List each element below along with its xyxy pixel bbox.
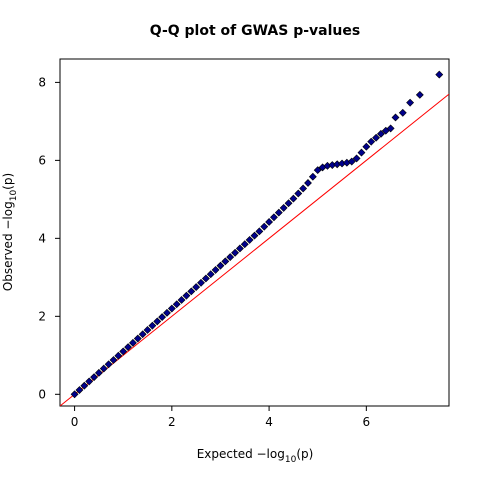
- data-point: [362, 142, 371, 151]
- data-point: [284, 199, 293, 208]
- chart-title: Q-Q plot of GWAS p-values: [150, 23, 360, 39]
- data-point: [216, 261, 225, 270]
- data-point: [308, 172, 317, 181]
- data-point: [197, 278, 205, 287]
- data-point: [129, 338, 137, 347]
- data-point: [221, 257, 230, 266]
- x-tick-label: 2: [168, 415, 176, 429]
- data-point: [279, 204, 288, 212]
- data-point: [304, 179, 312, 187]
- data-point: [201, 274, 210, 283]
- data-point: [133, 334, 142, 343]
- x-tick-label: 0: [71, 415, 79, 429]
- data-point: [260, 222, 269, 231]
- y-tick-label: 6: [38, 153, 46, 167]
- data-point: [294, 189, 303, 198]
- data-point: [240, 240, 249, 249]
- data-point: [435, 70, 444, 79]
- y-tick-label: 4: [38, 231, 46, 245]
- data-point: [124, 343, 132, 352]
- data-point: [347, 157, 356, 166]
- data-point: [158, 313, 167, 322]
- data-point: [377, 129, 385, 138]
- data-point: [138, 330, 147, 339]
- data-point: [255, 227, 264, 236]
- data-point: [99, 364, 108, 373]
- data-point: [398, 108, 407, 117]
- data-point: [367, 137, 376, 146]
- plot-frame: [59, 58, 450, 407]
- data-point: [119, 347, 128, 356]
- y-tick-label: 2: [38, 309, 46, 323]
- y-axis: 0 2 4 6 8: [38, 75, 60, 401]
- data-point: [114, 351, 123, 360]
- data-point: [226, 253, 235, 261]
- data-point: [187, 287, 196, 296]
- data-point: [391, 113, 400, 122]
- y-tick-label: 0: [38, 387, 46, 401]
- data-point: [206, 270, 215, 279]
- data-point: [90, 373, 98, 382]
- data-point: [104, 360, 113, 369]
- data-point: [250, 231, 259, 240]
- reference-line: [60, 93, 449, 406]
- x-axis: 0 2 4 6: [71, 406, 370, 429]
- data-point: [192, 283, 201, 292]
- data-point: [85, 377, 94, 386]
- x-tick-label: 6: [363, 415, 371, 429]
- data-point: [289, 194, 298, 203]
- data-point: [352, 154, 361, 163]
- data-point: [211, 266, 220, 274]
- data-point: [153, 317, 162, 326]
- data-point: [245, 235, 254, 244]
- data-point: [148, 321, 157, 330]
- x-tick-label: 4: [265, 415, 273, 429]
- data-point: [231, 248, 239, 257]
- data-point: [70, 390, 79, 399]
- data-point: [109, 356, 118, 364]
- data-point: [386, 124, 395, 133]
- data-points: [70, 70, 444, 399]
- data-point: [299, 184, 308, 193]
- y-tick-label: 8: [38, 75, 46, 89]
- data-point: [270, 213, 278, 222]
- data-point: [372, 133, 380, 142]
- data-point: [75, 386, 84, 394]
- data-point: [357, 148, 366, 157]
- x-axis-label: Expected −log10(p): [197, 447, 314, 465]
- data-point: [94, 368, 103, 377]
- data-point: [163, 308, 171, 317]
- data-point: [143, 326, 152, 334]
- data-point: [406, 98, 415, 107]
- data-point: [172, 300, 181, 309]
- y-axis-label: Observed −log10(p): [1, 173, 19, 291]
- data-point: [265, 218, 274, 226]
- data-point: [167, 304, 176, 313]
- data-point: [80, 381, 89, 390]
- data-point: [415, 90, 424, 99]
- data-point: [274, 208, 283, 217]
- data-point: [313, 166, 322, 175]
- data-point: [235, 244, 244, 253]
- data-point: [177, 296, 186, 304]
- data-point: [182, 291, 191, 300]
